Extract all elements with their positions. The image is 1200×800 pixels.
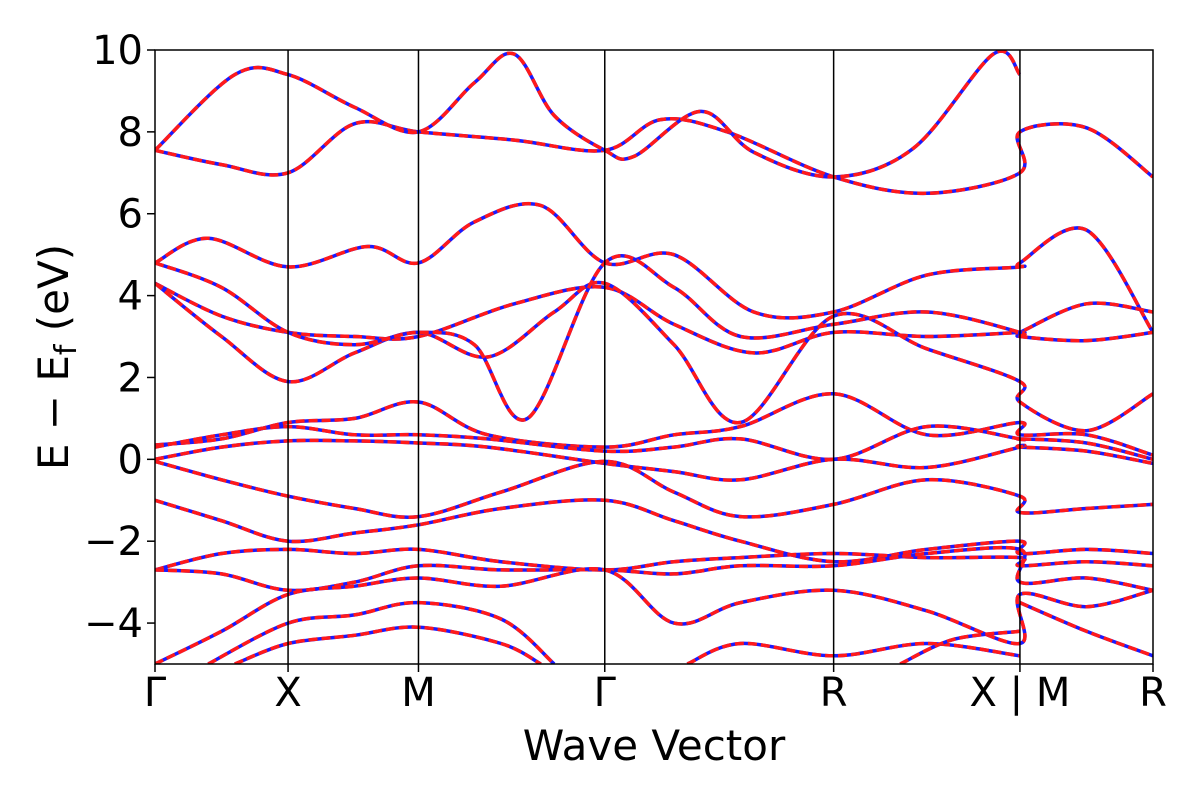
y-tick-label: 2 [118,355,143,401]
plot-frame [154,49,1154,665]
y-tick-label: 6 [118,192,143,238]
y-tick-label: −2 [84,519,143,565]
x-tick-label: X | M [970,670,1071,716]
x-tick-label: R [1139,670,1167,716]
band-curve [155,459,1153,519]
x-tick-label: M [401,670,436,716]
y-axis-title: E − Ef (eV) [29,244,84,470]
band-curve [155,117,1153,196]
y-ticks: −4 −2 0 2 4 6 8 10 [84,28,155,647]
y-tick-label: −4 [84,601,143,647]
band-curve [155,547,1153,572]
y-tick-label: 10 [92,28,143,74]
y-tick-label: 8 [118,110,143,156]
band-curve [155,201,1153,334]
plot-background [155,50,1153,664]
y-tick-label: 4 [118,274,143,320]
y-axis-title-unit: (eV) [29,244,78,345]
band-curve [155,392,1153,457]
band-curve [155,567,1153,664]
x-tick-label: Γ [144,670,167,716]
band-curve [155,254,1153,422]
x-axis-title: Wave Vector [523,721,786,770]
x-ticks: Γ X M Γ R X | M R [144,664,1167,716]
bands-layer [155,50,1153,664]
band-curve [155,50,1022,179]
band-curve [155,280,1153,433]
x-tick-label: R [820,670,848,716]
y-axis-title-sub: f [49,343,84,355]
y-axis-title-main: E − E [29,355,78,470]
band-curve [1019,600,1153,658]
kpoint-lines [287,50,1021,664]
x-tick-label: Γ [594,670,617,716]
x-tick-label: X [274,670,301,716]
y-tick-label: 0 [118,437,143,483]
band-curve [207,600,556,664]
band-curve [899,629,1021,664]
